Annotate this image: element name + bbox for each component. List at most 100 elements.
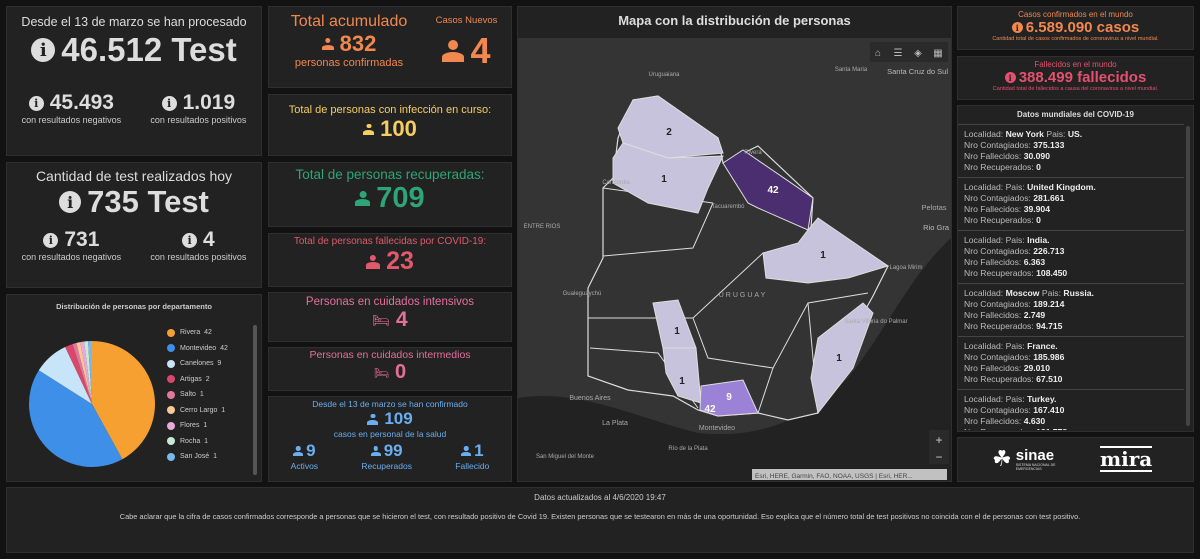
legend-label: Rivera 42 [180,329,212,337]
record-fall: Nro Fallecidos: 4.630 [964,416,1046,426]
health-deceased: 1 [474,441,484,460]
footer-panel: Datos actualizados al 4/6/2020 19:47 Cab… [6,487,1194,553]
label-rio-plata: Río de la Plata [668,446,708,452]
today-total: 735 Test [87,184,209,219]
pie-slice-rocha[interactable] [84,341,92,404]
world-record[interactable]: Localidad: New York Pais: US. Nro Contagi… [958,125,1184,178]
record-location: Localidad: Pais: France. [964,341,1058,351]
world-record[interactable]: Localidad: Pais: Turkey. Nro Contagiados:… [958,390,1184,430]
legend-item[interactable]: Artigas 2 [167,372,228,388]
health-active: 9 [306,441,316,460]
legend-item[interactable]: Flores 1 [167,418,228,434]
count-rocha[interactable]: 1 [836,353,842,364]
world-record[interactable]: Localidad: Pais: France. Nro Contagiados:… [958,337,1184,390]
pie-slice-artigas[interactable] [65,344,92,404]
legend-item[interactable]: Cerro Largo 1 [167,403,228,419]
new-cases-label: Casos Nuevos [435,15,498,26]
legend-scrollbar[interactable] [253,325,257,475]
zoom-out-button[interactable]: − [935,450,942,464]
label-rio-grande: Rio Gra [923,223,950,232]
world-record[interactable]: Localidad: Pais: India. Nro Contagiados: … [958,231,1184,284]
legend-swatch [167,359,175,368]
active-value: 100 [380,116,417,141]
sinae-subtitle: SISTEMA NACIONAL DE EMERGENCIAS [1015,462,1056,471]
map-toolbar [870,42,948,62]
map-attribution[interactable]: Esri, HERE, Garmin, FAO, NOAA, USGS | Es… [755,473,913,480]
today-negative-label: con resultados negativos [21,252,122,262]
record-location: Localidad: Pais: Turkey. [964,394,1057,404]
pie-chart [28,341,156,467]
world-cases-panel: Casos confirmados en el mundo i 6.589.090… [957,6,1194,50]
world-records-list[interactable]: Localidad: New York Pais: US. Nro Contagi… [958,124,1184,430]
records-scrollbar[interactable] [1186,126,1190,426]
region-san-jose [662,347,702,404]
legend-list-icon[interactable]: ☰ [894,48,903,59]
record-cont: Nro Contagiados: 281.661 [964,193,1065,203]
pie-slice-cerro-largo[interactable] [76,342,92,404]
count-flores[interactable]: 1 [674,326,680,337]
health-active-label: Activos [290,461,319,471]
world-cases-value: 6.589.090 casos [1025,19,1140,36]
sinae-logo-icon: ☘ [992,446,1012,471]
info-icon: i [43,232,59,248]
today-negative: 731 [64,228,100,251]
label-rivera: Rivera [744,150,762,156]
layers-icon[interactable]: ◈ [914,48,922,59]
person-icon [461,446,472,456]
region-cerro-largo [762,217,890,284]
pie-slice-canelones[interactable] [38,346,92,404]
record-rec: Nro Recuperados: 0 [964,162,1041,172]
count-salto[interactable]: 1 [661,174,667,185]
label-uruguay: URUGUAY [719,292,767,299]
record-cont: Nro Contagiados: 189.214 [964,299,1065,309]
legend-label: Flores 1 [180,422,208,430]
legend-item[interactable]: Rocha 1 [167,434,228,450]
count-canelones[interactable]: 9 [726,392,732,403]
person-icon [363,124,375,135]
active-panel: Total de personas con infección en curso… [268,94,512,156]
health-recovered: 99 [383,441,403,460]
legend-item[interactable]: Salto 1 [167,387,228,403]
map[interactable]: 2 1 42 1 1 1 9 1 42 Uruguaiana Santa Mar… [518,38,951,481]
world-data-panel: Datos mundiales del COVID-19 Localidad: … [957,105,1194,432]
deaths-title: Total de personas fallecidas por COVID-1… [293,236,487,247]
region-rocha [810,302,874,415]
person-icon [355,191,371,206]
icu-panel: Personas en cuidados intensivos 🛏 4 [268,292,512,342]
record-location: Localidad: Pais: United Kingdom. [964,182,1096,192]
intermediate-title: Personas en cuidados intermedios [309,349,471,361]
pie-slice-salto[interactable] [72,342,92,404]
basemap-gallery-icon[interactable]: ▦ [933,48,942,59]
tests-negative: 45.493 [49,91,114,114]
zoom-in-button[interactable]: + [935,433,942,447]
legend-item[interactable]: Montevideo 42 [167,341,228,357]
legend-swatch [167,452,175,461]
count-artigas[interactable]: 2 [666,127,672,138]
health-recovered-label: Recuperados [361,461,412,471]
legend-item[interactable]: Rivera 42 [167,325,228,341]
count-cerro-largo[interactable]: 1 [820,250,826,261]
pie-slice-rivera[interactable] [92,341,156,460]
totals-title: Total acumulado [290,13,408,30]
legend-swatch [167,328,175,337]
count-montevideo[interactable]: 42 [704,404,716,415]
footer-note: Cabe aclarar que la cifra de casos confi… [119,512,1081,521]
world-record[interactable]: Localidad: Moscow Pais: Russia. Nro Conta… [958,284,1184,337]
legend-item[interactable]: San José 1 [167,449,228,465]
pie-slice-flores[interactable] [80,341,92,404]
count-rivera[interactable]: 42 [767,185,779,196]
pie-slice-montevideo[interactable] [28,370,123,467]
region-canelones [699,379,759,417]
count-san-jose[interactable]: 1 [679,376,685,387]
health-value: 109 [384,409,413,428]
legend-swatch [167,406,175,415]
pie-slice-san-josé[interactable] [88,341,92,404]
record-fall: Nro Fallecidos: 29.010 [964,363,1050,373]
world-record[interactable]: Localidad: Pais: United Kingdom. Nro Cont… [958,178,1184,231]
home-icon[interactable]: ⌂ [875,48,881,59]
info-icon: i [182,232,198,248]
legend-item[interactable]: Canelones 9 [167,356,228,372]
health-title: Desde el 13 de marzo se han confirmado [312,399,468,409]
record-rec: Nro Recuperados: 108.450 [964,268,1068,278]
